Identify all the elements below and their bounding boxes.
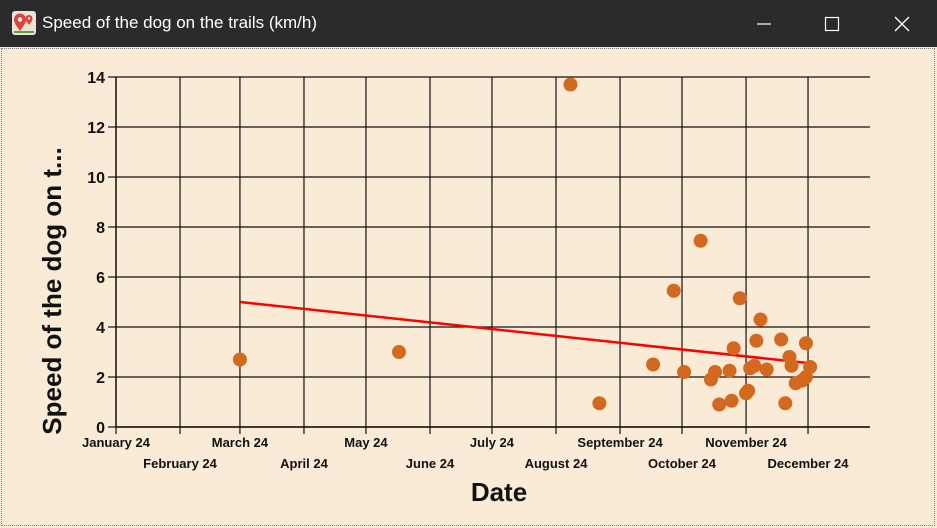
x-tick-label: June 24 bbox=[406, 456, 455, 471]
data-point bbox=[563, 77, 578, 92]
data-point bbox=[666, 283, 681, 298]
y-tick-label: 12 bbox=[87, 120, 105, 137]
data-point bbox=[708, 365, 723, 379]
x-tick-label: May 24 bbox=[344, 435, 388, 450]
data-point bbox=[784, 358, 799, 373]
data-point bbox=[646, 357, 661, 372]
gridlines bbox=[115, 76, 870, 428]
data-point bbox=[803, 360, 818, 374]
x-axis-ticks: January 24 February 24 March 24 April 24 May… bbox=[82, 427, 849, 471]
x-tick-label: November 24 bbox=[705, 435, 787, 450]
x-tick-label: October 24 bbox=[648, 456, 717, 471]
x-tick-label: January 24 bbox=[82, 435, 151, 450]
chart-area: 0 2 4 6 8 10 12 14 January 24 February 24 March 2… bbox=[1, 48, 935, 526]
data-point bbox=[712, 397, 727, 412]
window-title: Speed of the dog on the trails (km/h) bbox=[42, 13, 317, 32]
trend-line bbox=[239, 300, 811, 365]
y-axis-title: Speed of the dog on t... bbox=[37, 147, 67, 434]
data-point bbox=[592, 396, 607, 411]
x-tick-label: February 24 bbox=[143, 456, 217, 471]
y-tick-label: 8 bbox=[96, 220, 105, 237]
y-tick-label: 14 bbox=[87, 70, 105, 87]
data-point bbox=[778, 396, 793, 411]
data-point bbox=[732, 291, 747, 306]
data-point bbox=[677, 365, 692, 379]
data-point bbox=[747, 358, 762, 373]
title-bar[interactable]: Speed of the dog on the trails (km/h) bbox=[0, 0, 937, 47]
x-tick-label: December 24 bbox=[768, 456, 850, 471]
x-tick-label: March 24 bbox=[212, 435, 269, 450]
data-point bbox=[693, 233, 708, 248]
scatter-chart: 0 2 4 6 8 10 12 14 January 24 February 24 March 2… bbox=[37, 70, 870, 507]
data-point bbox=[753, 312, 768, 327]
x-axis-title: Date bbox=[471, 477, 527, 507]
minimize-icon bbox=[757, 23, 771, 25]
data-point bbox=[749, 333, 764, 348]
x-tick-label: April 24 bbox=[280, 456, 328, 471]
x-tick-label: August 24 bbox=[525, 456, 589, 471]
data-point bbox=[232, 352, 247, 367]
data-point bbox=[724, 393, 739, 408]
maximize-button[interactable] bbox=[796, 0, 866, 47]
trendline-layer bbox=[239, 300, 811, 365]
close-button[interactable] bbox=[866, 0, 936, 47]
data-points bbox=[232, 77, 818, 412]
minimize-button[interactable] bbox=[728, 0, 798, 47]
data-point bbox=[726, 341, 741, 356]
close-icon bbox=[894, 16, 910, 32]
data-point bbox=[759, 362, 774, 377]
x-tick-label: September 24 bbox=[577, 435, 663, 450]
data-point bbox=[392, 345, 407, 359]
y-tick-label: 4 bbox=[96, 320, 105, 337]
x-tick-label: July 24 bbox=[470, 435, 515, 450]
y-axis-ticks: 0 2 4 6 8 10 12 14 bbox=[87, 70, 116, 437]
y-tick-label: 6 bbox=[96, 270, 105, 287]
data-point bbox=[741, 383, 756, 398]
map-pin-icon bbox=[12, 11, 36, 35]
data-point bbox=[798, 336, 813, 351]
maximize-icon bbox=[824, 16, 840, 32]
data-point bbox=[722, 363, 737, 378]
y-tick-label: 10 bbox=[87, 170, 105, 187]
y-tick-label: 0 bbox=[96, 420, 105, 437]
data-point bbox=[774, 332, 789, 347]
y-tick-label: 2 bbox=[96, 370, 105, 387]
